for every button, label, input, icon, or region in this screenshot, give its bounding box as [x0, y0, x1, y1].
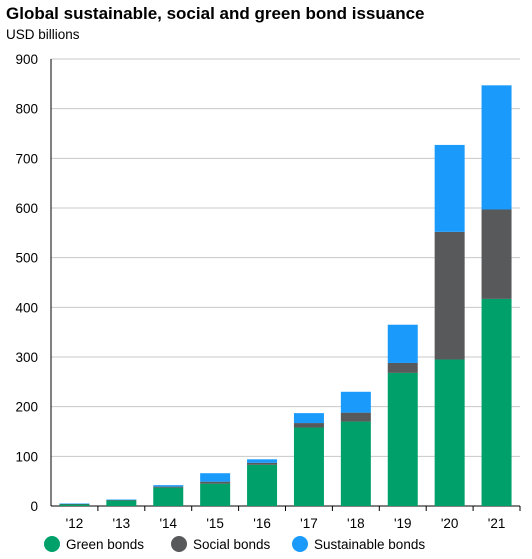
legend-label-social-bonds: Social bonds [193, 537, 271, 552]
bar-green-bonds [153, 487, 184, 506]
chart-title: Global sustainable, social and green bon… [6, 4, 425, 23]
bar-green-bonds [200, 483, 231, 506]
legend-marker-social-bonds [171, 536, 187, 552]
bar-sustainable-bonds [153, 485, 184, 487]
x-tick-label: '15 [206, 516, 224, 531]
y-tick-label: 900 [15, 52, 38, 67]
y-tick-label: 500 [15, 251, 38, 266]
y-tick-label: 800 [15, 102, 38, 117]
x-tick-label: '12 [66, 516, 84, 531]
x-tick-label: '14 [159, 516, 177, 531]
bar-sustainable-bonds [387, 324, 418, 363]
bar-sustainable-bonds [481, 85, 512, 210]
legend-label-sustainable-bonds: Sustainable bonds [314, 537, 425, 552]
y-tick-label: 100 [15, 449, 38, 464]
x-tick-label: '17 [300, 516, 318, 531]
bar-social-bonds [340, 412, 371, 422]
bar-social-bonds [481, 209, 512, 299]
x-tick-label: '16 [253, 516, 271, 531]
legend-marker-sustainable-bonds [292, 536, 308, 552]
bar-social-bonds [293, 423, 324, 428]
bar-sustainable-bonds [200, 473, 231, 482]
bar-green-bonds [434, 359, 465, 506]
bar-green-bonds [106, 500, 137, 506]
x-tick-label: '21 [488, 516, 506, 531]
x-tick-label: '20 [441, 516, 459, 531]
bar-social-bonds [200, 481, 231, 484]
bar-green-bonds [247, 464, 278, 506]
chart-subtitle: USD billions [6, 27, 80, 42]
y-tick-label: 400 [15, 300, 38, 315]
bar-green-bonds [340, 421, 371, 506]
bar-green-bonds [59, 504, 90, 506]
y-tick-label: 300 [15, 350, 38, 365]
legend-marker-green-bonds [44, 536, 60, 552]
y-tick-label: 700 [15, 151, 38, 166]
x-tick-label: '18 [347, 516, 365, 531]
bar-social-bonds [434, 231, 465, 360]
bar-social-bonds [247, 462, 278, 465]
x-tick-label: '19 [394, 516, 412, 531]
x-tick-label: '13 [113, 516, 131, 531]
bar-sustainable-bonds [340, 391, 371, 413]
bar-green-bonds [481, 298, 512, 506]
bar-social-bonds [153, 486, 184, 488]
bar-green-bonds [387, 372, 418, 506]
y-tick-label: 600 [15, 201, 38, 216]
bar-green-bonds [293, 427, 324, 506]
bar-social-bonds [387, 362, 418, 373]
bar-sustainable-bonds [293, 413, 324, 424]
y-tick-label: 200 [15, 400, 38, 415]
y-tick-label: 0 [30, 499, 38, 514]
bar-sustainable-bonds [247, 459, 278, 463]
legend-label-green-bonds: Green bonds [66, 537, 144, 552]
bar-sustainable-bonds [434, 144, 465, 232]
